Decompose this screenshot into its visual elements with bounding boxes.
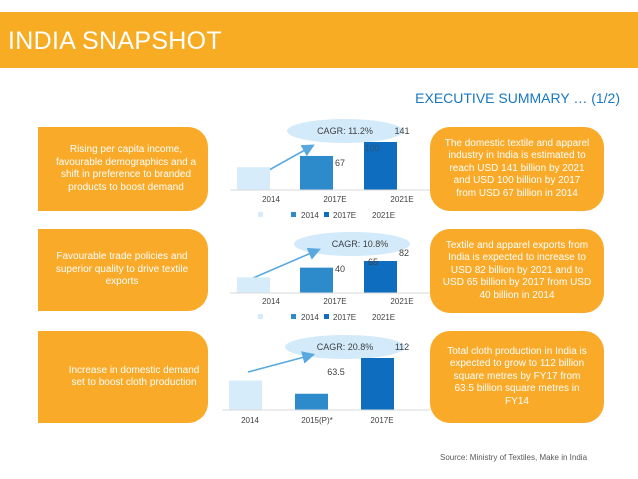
chart-1-label-100: 100 bbox=[364, 143, 379, 153]
left-callout-1: Rising per capita income, favourable dem… bbox=[38, 127, 208, 211]
chart-3-bar-2017E bbox=[361, 358, 394, 410]
left-callout-3-text: Increase in domestic demand set to boost… bbox=[68, 364, 200, 389]
chart-1-tick-2014: 2014 bbox=[262, 195, 280, 204]
chart-3-label-112: 112 bbox=[395, 342, 409, 352]
chart-1-legend-2021E: 2021E bbox=[372, 211, 395, 220]
chart-1-bar-2014 bbox=[237, 167, 270, 190]
chart-3-bar-2015P bbox=[295, 393, 328, 410]
chart-1-label-141: 141 bbox=[394, 126, 409, 136]
chart-1-legend-swatch-2021E bbox=[324, 212, 329, 217]
chart-1: CAGR: 11.2% 67 100 141 2014 2017E 2021E … bbox=[230, 119, 430, 220]
chart-1-label-67: 67 bbox=[335, 158, 345, 168]
chart-2-legend-2021E: 2021E bbox=[372, 313, 395, 322]
chart-3-cagr-label: CAGR: 20.8% bbox=[317, 342, 374, 352]
left-callout-1-text: Rising per capita income, favourable dem… bbox=[55, 144, 197, 193]
chart-2-bar-2014 bbox=[237, 277, 270, 293]
chart-2-tick-2021E: 2021E bbox=[390, 297, 413, 306]
chart-3-bar-2014 bbox=[229, 380, 262, 410]
chart-2-label-82: 82 bbox=[399, 248, 409, 258]
chart-3-growth-arrow bbox=[247, 351, 316, 373]
right-callout-3: Total cloth production in India is expec… bbox=[430, 331, 604, 423]
chart-3-tick-2015P: 2015(P)* bbox=[301, 416, 333, 425]
source-note: Source: Ministry of Textiles, Make in In… bbox=[440, 453, 588, 462]
chart-3-tick-2017E: 2017E bbox=[370, 416, 393, 425]
right-callout-3-text: Total cloth production in India is expec… bbox=[447, 345, 587, 407]
right-callout-2-text: Textile and apparel exports from India i… bbox=[442, 239, 592, 301]
left-callout-2: Favourable trade policies and superior q… bbox=[38, 229, 208, 311]
title-banner bbox=[0, 12, 638, 68]
right-callout-2: Textile and apparel exports from India i… bbox=[430, 229, 604, 313]
chart-1-tick-2021E: 2021E bbox=[390, 195, 413, 204]
chart-1-bar-2021E bbox=[364, 142, 397, 190]
chart-1-legend-2017E: 2017E bbox=[333, 211, 356, 220]
chart-2-cagr-bubble bbox=[294, 232, 410, 256]
chart-2-tick-2014: 2014 bbox=[262, 297, 280, 306]
chart-3-tick-2014: 2014 bbox=[241, 416, 259, 425]
chart-1-bar-2017E bbox=[300, 155, 333, 190]
chart-2-legend-2017E: 2017E bbox=[333, 313, 356, 322]
chart-1-tick-2017E: 2017E bbox=[323, 195, 346, 204]
chart-2-legend-2014: 2014 bbox=[301, 313, 319, 322]
chart-1-legend-swatch-2014 bbox=[258, 212, 263, 217]
chart-1-legend-swatch-2017E bbox=[291, 212, 296, 217]
chart-2-legend-swatch-2017E bbox=[291, 314, 296, 319]
chart-2-tick-2017E: 2017E bbox=[323, 297, 346, 306]
chart-2: CAGR: 10.8% 40 65 82 2014 2017E 2021E 20… bbox=[230, 232, 430, 322]
chart-2-label-65: 65 bbox=[368, 257, 378, 267]
left-callout-2-text: Favourable trade policies and superior q… bbox=[55, 251, 189, 288]
chart-2-legend-swatch-2014 bbox=[258, 314, 263, 319]
chart-2-bar-2017E bbox=[300, 267, 333, 293]
chart-2-growth-arrow bbox=[243, 247, 321, 283]
chart-1-cagr-label: CAGR: 11.2% bbox=[317, 126, 373, 136]
right-callout-1: The domestic textile and apparel industr… bbox=[430, 127, 604, 211]
section-subtitle: EXECUTIVE SUMMARY … (1/2) bbox=[415, 90, 620, 106]
chart-1-cagr-bubble bbox=[287, 119, 403, 143]
page-title: INDIA SNAPSHOT bbox=[8, 27, 222, 55]
chart-3-label-63-5: 63.5 bbox=[327, 367, 345, 377]
chart-2-label-40: 40 bbox=[335, 264, 345, 274]
left-callout-3: Increase in domestic demand set to boost… bbox=[38, 331, 208, 423]
chart-1-legend-2014: 2014 bbox=[301, 211, 319, 220]
chart-2-legend-swatch-2021E bbox=[324, 314, 329, 319]
right-callout-1-text: The domestic textile and apparel industr… bbox=[444, 137, 590, 199]
chart-2-bar-2021E bbox=[364, 261, 397, 293]
chart-2-cagr-label: CAGR: 10.8% bbox=[332, 239, 389, 249]
chart-3: CAGR: 20.8% 63.5 112 2014 2015(P)* 2017E bbox=[222, 335, 430, 425]
